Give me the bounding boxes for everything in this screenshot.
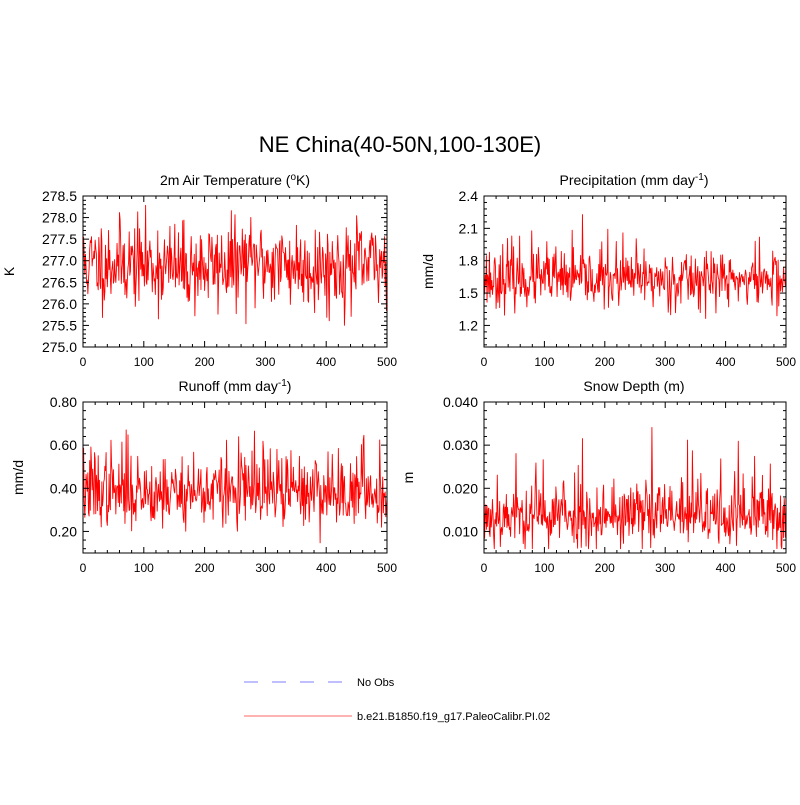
y-tick-label: 0.80	[50, 394, 77, 410]
y-axis-label: mm/d	[10, 460, 26, 495]
x-tick-label: 200	[595, 561, 615, 575]
x-tick-label: 0	[80, 561, 87, 575]
y-tick-label: 0.40	[50, 480, 77, 496]
y-tick-label: 276.5	[42, 274, 77, 290]
y-tick-label: 0.020	[443, 480, 478, 496]
x-tick-label: 500	[776, 561, 796, 575]
panels: 2m Air Temperature (oK) K 0 100 200 300 400 500…	[1, 172, 796, 575]
x-tick-label: 400	[716, 561, 736, 575]
x-tick-label: 100	[134, 355, 154, 369]
y-tick-label: 1.2	[459, 317, 479, 333]
data-series-line-1	[82, 429, 388, 544]
y-tick-label: 278.5	[42, 188, 77, 204]
y-tick-label: 0.010	[443, 523, 478, 539]
y-tick-label: 1.8	[459, 253, 479, 269]
y-tick-label: 0.60	[50, 437, 77, 453]
x-tick-label: 200	[195, 355, 215, 369]
x-tick-label: 300	[655, 561, 675, 575]
x-tick-label: 200	[195, 561, 215, 575]
y-axis-label: m	[400, 472, 416, 484]
y-tick-label: 276.0	[42, 296, 77, 312]
figure-title: NE China(40-50N,100-130E)	[259, 132, 542, 157]
legend: No Obs b.e21.B1850.f19_g17.PaleoCalibr.PI…	[244, 677, 550, 723]
data-series-line-1	[82, 204, 388, 326]
x-tick-label: 0	[481, 561, 488, 575]
x-tick-label: 500	[776, 355, 796, 369]
legend-entry-1: No Obs	[244, 677, 395, 689]
y-tick-label: 0.20	[50, 523, 77, 539]
y-axis-label: K	[1, 266, 17, 276]
panel-title: Precipitation (mm day-1)	[560, 172, 709, 188]
y-tick-label: 278.0	[42, 210, 77, 226]
x-tick-label: 0	[80, 355, 87, 369]
y-tick-label: 2.4	[459, 188, 479, 204]
chart-panel-1: 2m Air Temperature (oK) K 0 100 200 300 400 500…	[1, 172, 397, 369]
panel-title: 2m Air Temperature (oK)	[160, 172, 310, 188]
y-tick-label: 0.030	[443, 437, 478, 453]
y-tick-label: 277.5	[42, 231, 77, 247]
x-tick-label: 400	[316, 561, 336, 575]
chart-panel-3: Runoff (mm day-1) mm/d 0 100 200 300 400 500 0.2…	[10, 378, 397, 575]
x-tick-label: 100	[134, 561, 154, 575]
x-tick-label: 300	[255, 355, 275, 369]
x-tick-label: 200	[595, 355, 615, 369]
y-tick-label: 277.0	[42, 253, 77, 269]
y-tick-label: 1.5	[459, 285, 479, 301]
x-tick-label: 500	[377, 355, 397, 369]
panel-title: Runoff (mm day-1)	[179, 378, 292, 394]
x-tick-label: 300	[255, 561, 275, 575]
x-tick-label: 100	[534, 355, 554, 369]
x-tick-label: 400	[716, 355, 736, 369]
plot-frame	[82, 195, 388, 348]
plot-frame	[483, 401, 787, 554]
y-axis-label: mm/d	[420, 254, 436, 289]
y-tick-label: 0.040	[443, 394, 478, 410]
chart-panel-4: Snow Depth (m) m 0 100 200 300 400 500 0.010 0.02…	[400, 378, 796, 575]
data-series-line-1	[483, 427, 787, 550]
x-tick-label: 100	[534, 561, 554, 575]
y-tick-label: 275.5	[42, 317, 77, 333]
legend-label: No Obs	[357, 677, 395, 689]
x-tick-label: 500	[377, 561, 397, 575]
plot-frame	[483, 195, 787, 348]
chart-panel-2: Precipitation (mm day-1) mm/d 0 100 200 300 40…	[420, 172, 796, 369]
legend-entry-2: b.e21.B1850.f19_g17.PaleoCalibr.PI.02	[244, 711, 550, 723]
x-tick-label: 400	[316, 355, 336, 369]
x-tick-label: 300	[655, 355, 675, 369]
legend-label: b.e21.B1850.f19_g17.PaleoCalibr.PI.02	[357, 711, 550, 723]
y-tick-label: 275.0	[42, 339, 77, 355]
y-tick-label: 2.1	[459, 220, 479, 236]
data-series-line-1	[483, 214, 787, 319]
panel-title: Snow Depth (m)	[583, 378, 684, 394]
x-tick-label: 0	[481, 355, 488, 369]
plot-frame	[82, 401, 388, 554]
